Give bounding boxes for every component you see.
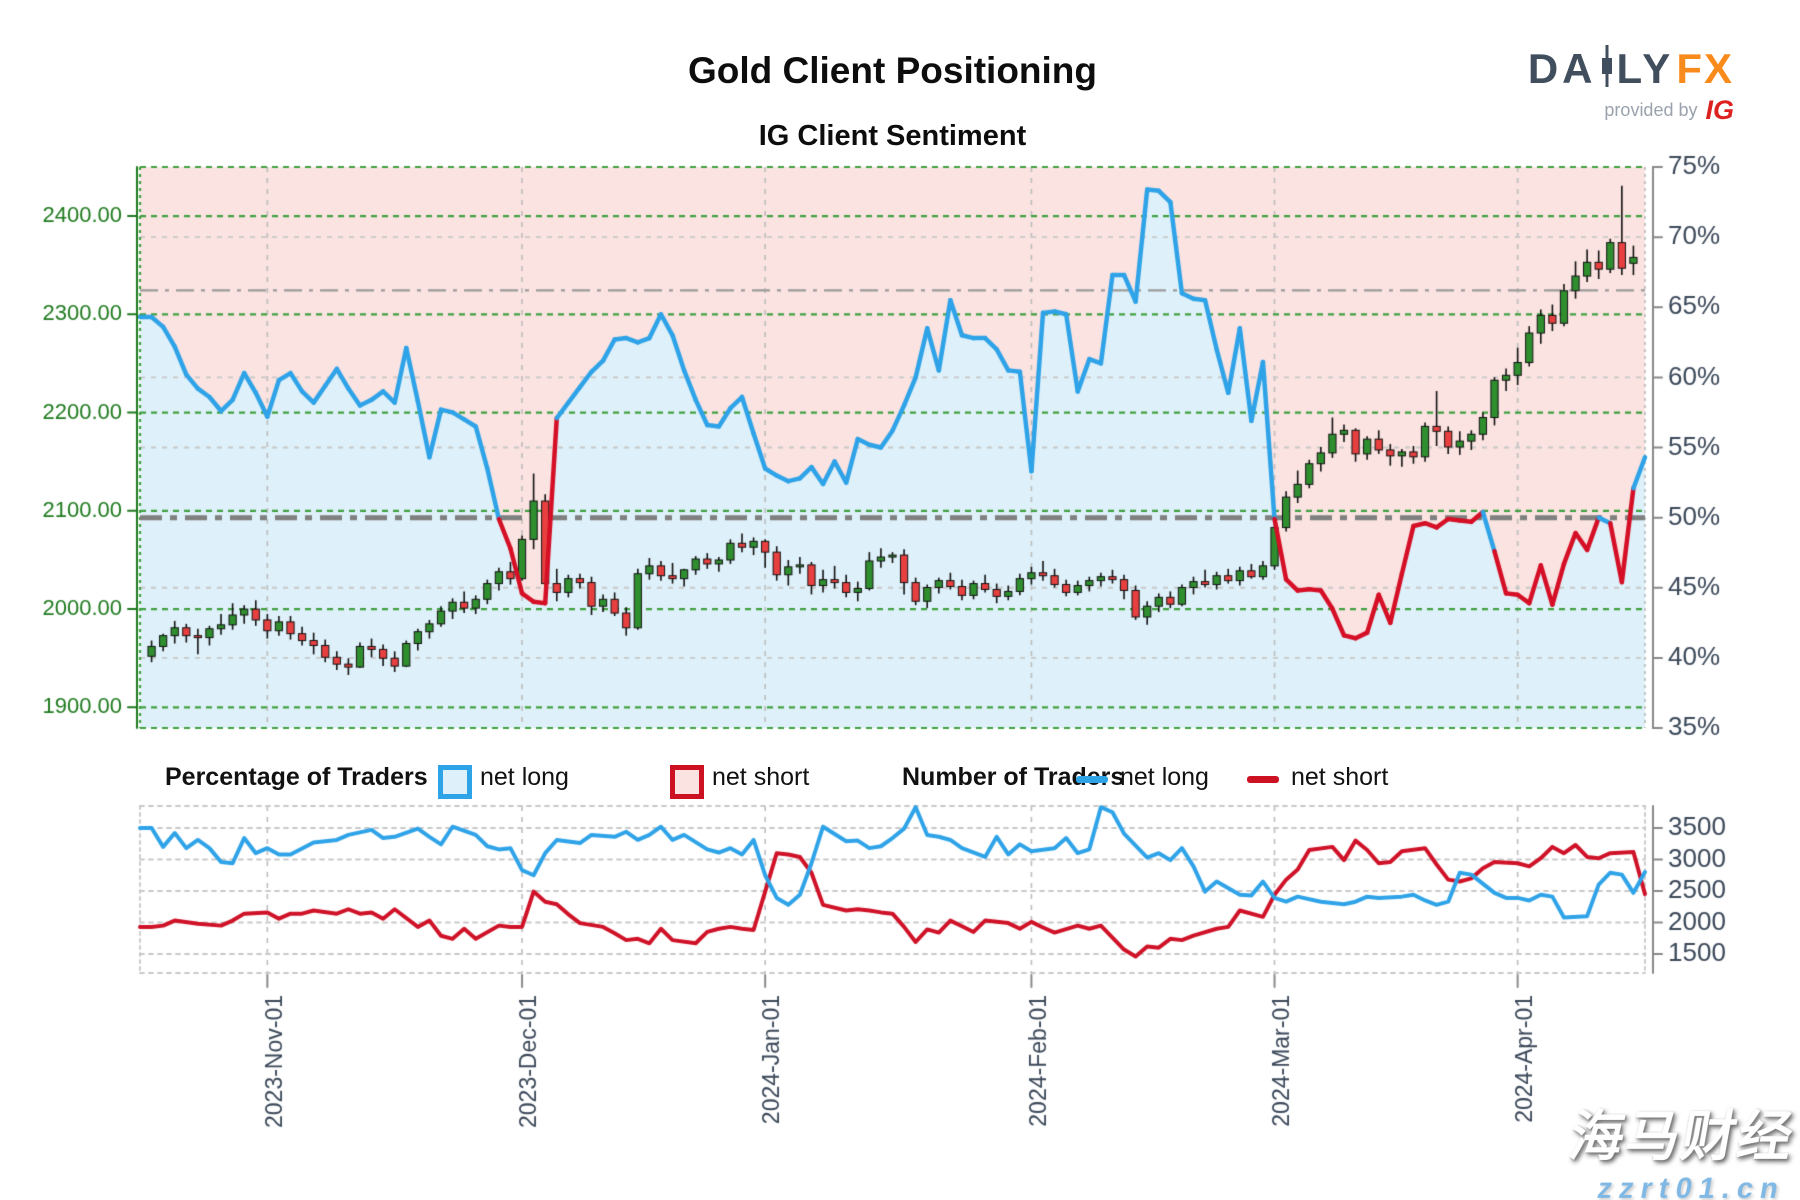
watermark: 海马财经 zzrt01.cn <box>1558 1092 1800 1200</box>
logo-text-ly: LY <box>1616 44 1675 92</box>
legend-num-long-line-swatch <box>1076 776 1108 783</box>
logo-text-fx: FX <box>1676 44 1734 92</box>
legend-num-short-line-swatch <box>1247 776 1279 783</box>
candlestick-icon <box>1600 44 1614 93</box>
legend-num-long-label: net long <box>1120 763 1209 791</box>
ig-logo: IG <box>1705 95 1734 125</box>
provided-by-label: provided by <box>1604 100 1698 120</box>
legend-num-short-label: net short <box>1291 763 1389 791</box>
chart-subtitle: IG Client Sentiment <box>758 120 1027 152</box>
legend-net-short-area-swatch <box>670 765 704 799</box>
watermark-cjk-text: 海马财经 <box>1564 1107 1800 1167</box>
legend-net-long-area-swatch <box>438 765 472 799</box>
watermark-url: zzrt01.cn <box>1595 1173 1788 1200</box>
dailyfx-logo: DA LY FX provided by IG <box>1528 44 1734 126</box>
logo-text-da: DA <box>1527 44 1597 92</box>
page-title: Gold Client Positioning <box>687 50 1098 91</box>
legend-net-long-label: net long <box>480 763 569 791</box>
legend-percentage-header: Percentage of Traders <box>165 763 428 791</box>
legend-net-short-label: net short <box>712 763 810 791</box>
